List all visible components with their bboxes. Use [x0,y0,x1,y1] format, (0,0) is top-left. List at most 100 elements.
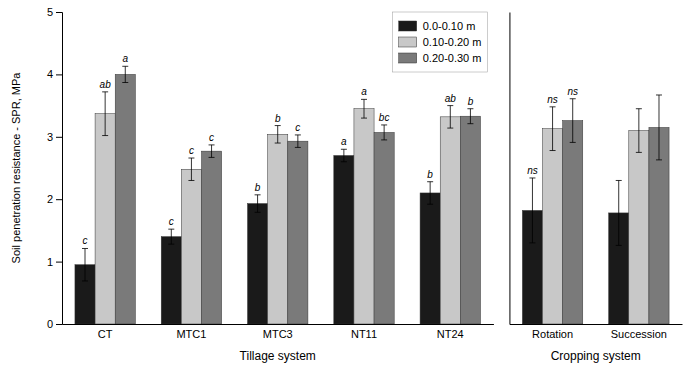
significance-label: ns [567,86,578,97]
plot-area [75,66,481,324]
x-tick: MTC1 [176,324,206,340]
x-axis: Rotation Succession [510,324,683,340]
bar [288,141,308,324]
x-tick-label: NT24 [437,328,464,340]
error-bar [188,158,194,180]
y-tick: 1 [47,256,62,268]
y-tick-label: 4 [47,68,53,80]
significance-label: a [341,136,347,147]
error-bar [275,126,281,143]
bar [374,132,394,324]
bar [460,116,480,324]
error-bar [209,145,215,157]
bar [268,134,288,324]
x-axis-line [510,324,683,325]
y-tick-mark [56,137,62,138]
annotations: ccbababcbaabaccbcb [83,53,474,246]
panel: Rotation Succession nsnsns Cropping system [509,13,682,364]
x-axis: CT MTC1 MTC3 NT11 NT24 [63,324,494,340]
legend-label: 0.0-0.10 m [423,20,476,32]
legend-item: 0.0-0.10 m [399,20,476,32]
x-tick-label: Succession [611,328,667,340]
significance-label: ns [547,94,558,105]
y-tick-label: 5 [47,6,53,18]
y-axis-title: Soil penetration resistance - SPR, MPa [10,72,22,264]
x-tick-label: MTC1 [176,328,206,340]
legend-swatch [399,21,417,31]
y-axis-line [56,13,63,325]
plot-area [522,95,669,324]
significance-label: a [361,86,367,97]
y-tick-mark [56,324,62,325]
error-bar [616,180,622,245]
y-axis [509,13,511,325]
error-bar [168,229,174,244]
x-tick-label: CT [98,328,113,340]
annotations: nsnsns [527,86,578,176]
error-bar [295,135,301,147]
legend-item: 0.10-0.20 m [399,36,482,48]
bar [629,131,649,324]
x-tick-label: MTC3 [263,328,293,340]
error-bar [427,182,433,204]
y-tick-label: 0 [47,318,53,330]
x-tick: NT24 [437,324,464,340]
panel: 012345CTMTC1MTC3NT11NT24ccbababcbaabaccb… [10,6,494,363]
legend-swatch [399,53,417,63]
y-tick: 3 [47,131,62,143]
x-axis-line [63,324,494,325]
y-axis-line [509,13,510,325]
bar [354,109,374,324]
error-bar [656,95,662,160]
bar [563,121,583,324]
x-tick-label: NT11 [351,328,377,340]
x-tick: Rotation [532,324,573,340]
legend-item: 0.20-0.30 m [399,52,482,64]
x-axis-title: Cropping system [551,349,641,363]
x-tick: MTC3 [263,324,293,340]
error-bar [447,106,453,128]
significance-label: b [427,169,433,180]
error-bar [529,178,535,243]
bar [95,114,115,324]
bar [420,193,440,324]
bar [248,204,268,324]
significance-label: bc [379,112,390,123]
y-tick: 2 [47,193,62,205]
bar [334,156,354,324]
x-tick-label: Rotation [532,328,573,340]
significance-label: c [169,216,174,227]
y-tick-label: 2 [47,193,53,205]
y-axis: 0 1 2 3 4 5 [47,6,63,330]
significance-label: b [255,182,261,193]
y-tick-label: 1 [47,256,53,268]
error-bar [636,109,642,153]
y-tick-mark [56,12,62,13]
y-tick: 5 [47,6,62,18]
error-bar [570,99,576,143]
significance-label: ab [445,93,457,104]
error-bar [122,66,128,82]
significance-label: b [275,113,281,124]
y-tick: 4 [47,68,62,80]
legend-swatch [399,37,417,47]
legend-label: 0.10-0.20 m [423,36,482,48]
error-bar [361,99,367,118]
significance-label: c [83,235,88,246]
legend-frame [393,12,488,72]
error-bar [550,107,556,151]
y-tick-mark [56,262,62,263]
y-tick-mark [56,74,62,75]
x-axis-title: Tillage system [240,349,316,363]
bar [181,169,201,324]
x-tick: CT [98,324,113,340]
error-bar [341,149,347,161]
y-tick-mark [56,199,62,200]
x-tick: NT11 [351,324,377,340]
chart: 012345CTMTC1MTC3NT11NT24ccbababcbaabaccb… [0,0,692,370]
significance-label: ab [100,79,112,90]
significance-label: a [122,53,128,64]
bar [115,74,135,324]
bar [543,129,563,324]
error-bar [467,109,473,124]
